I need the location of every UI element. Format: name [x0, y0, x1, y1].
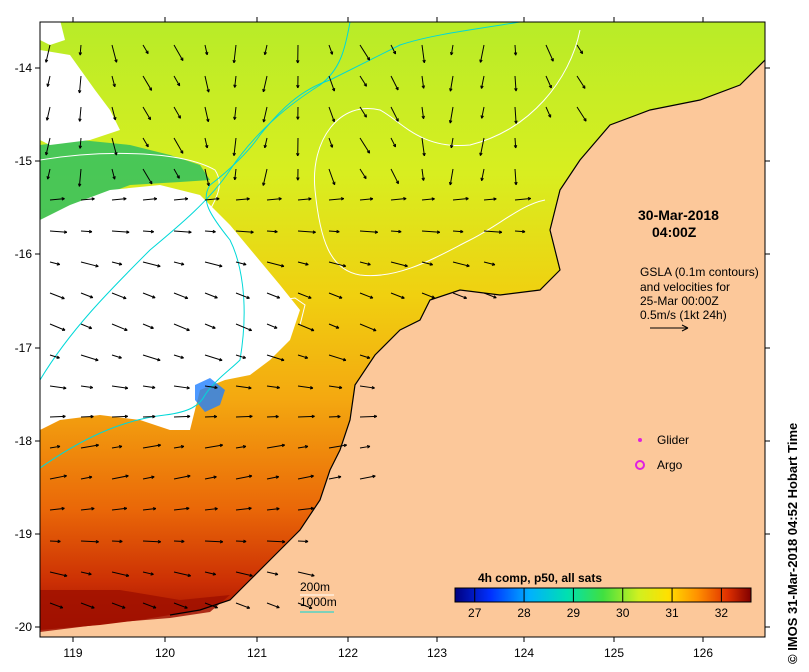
colorbar-tick-label: 27	[468, 606, 482, 620]
x-tick-label: 122	[338, 646, 358, 660]
gsla-line-4: 0.5m/s (1kt 24h)	[640, 308, 727, 322]
x-tick-label: 124	[514, 646, 534, 660]
y-tick-label: -20	[15, 620, 33, 634]
contour-label-200m: 200m	[300, 580, 330, 594]
argo-marker	[635, 460, 645, 470]
scale-arrow	[650, 324, 689, 332]
colorbar-tick-label: 31	[665, 606, 679, 620]
y-tick-label: -15	[15, 154, 33, 168]
colorbar-tick-label: 30	[616, 606, 630, 620]
contour-label-1000m: 1000m	[300, 595, 337, 609]
colorbar-ticks: 27 28 29 30 31 32	[468, 588, 728, 620]
gsla-contour-2	[313, 29, 581, 277]
x-tick-label: 121	[247, 646, 267, 660]
plot-frame	[39, 21, 766, 638]
gsla-line-1: GSLA (0.1m contours)	[640, 265, 759, 279]
bathymetry-1000m	[40, 22, 521, 469]
x-tick-label: 125	[604, 646, 624, 660]
colorbar-tick-label: 29	[567, 606, 581, 620]
x-tick-label: 119	[63, 646, 82, 660]
colorbar-tick-label: 28	[517, 606, 531, 620]
coastline	[169, 59, 765, 616]
cloud-mask-3	[40, 22, 65, 45]
y-tick-label: -19	[15, 527, 33, 541]
velocity-arrows	[44, 44, 587, 610]
cloud-mask-2	[40, 185, 300, 430]
cloud-mask	[40, 50, 120, 145]
y-tick-label: -17	[15, 341, 33, 355]
argo-label: Argo	[657, 458, 683, 472]
date-line-1: 30-Mar-2018	[638, 207, 719, 223]
colorbar-title: 4h comp, p50, all sats	[478, 571, 602, 585]
y-tick-label: -16	[15, 247, 33, 261]
y-tick-label: -14	[15, 61, 33, 75]
bathymetry-1000m-2	[40, 22, 351, 381]
gsla-contour-3	[279, 297, 306, 326]
colorbar-tick-label: 32	[715, 606, 729, 620]
glider-label: Glider	[657, 433, 689, 447]
y-axis: -14 -15 -16 -17 -18 -19 -20	[15, 61, 770, 634]
sea-surface-temperature	[40, 22, 765, 630]
glider-marker	[638, 438, 642, 442]
y-tick-label: -18	[15, 434, 33, 448]
gsla-line-2: and velocities for	[640, 280, 730, 294]
gsla-contour	[40, 152, 220, 211]
x-tick-label: 123	[427, 646, 447, 660]
x-tick-label: 120	[155, 646, 175, 660]
date-line-2: 04:00Z	[652, 224, 697, 240]
gsla-line-3: 25-Mar 00:00Z	[640, 294, 719, 308]
colorbar	[454, 587, 752, 603]
x-axis: 119 120 121 122 123 124 125 126	[63, 17, 713, 660]
copyright-timestamp: © IMOS 31-Mar-2018 04:52 Hobart Time	[785, 423, 800, 664]
cold-patch	[195, 378, 225, 412]
warm-band	[40, 590, 230, 632]
x-tick-label: 126	[693, 646, 713, 660]
